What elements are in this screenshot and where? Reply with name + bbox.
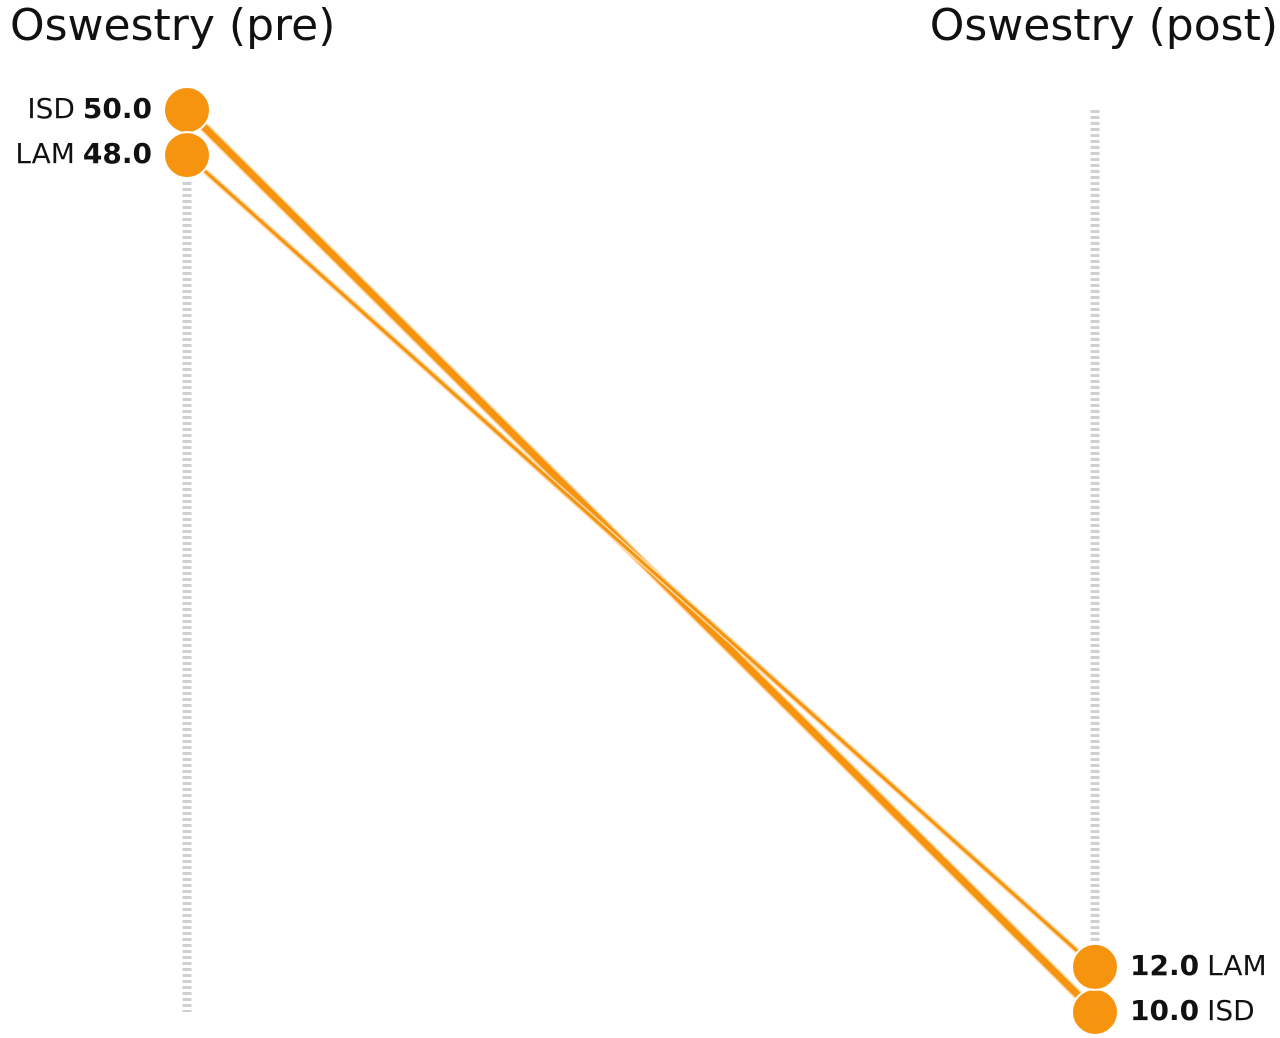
series-name: LAM xyxy=(1207,949,1267,982)
point-label: ISD 50.0 xyxy=(27,92,152,125)
value-label: 10.0 xyxy=(1130,994,1199,1027)
point-label: 12.0 LAM xyxy=(1130,949,1267,982)
value-label: 50.0 xyxy=(83,92,152,125)
series-line xyxy=(186,153,1096,969)
axis-title: Oswestry (post) xyxy=(930,0,1278,51)
series-name: ISD xyxy=(27,92,75,125)
value-label: 12.0 xyxy=(1130,949,1199,982)
point-label: LAM 48.0 xyxy=(15,137,152,170)
series-name: ISD xyxy=(1207,994,1255,1027)
point xyxy=(1071,988,1119,1036)
axis-title: Oswestry (pre) xyxy=(10,0,335,51)
point xyxy=(163,86,211,134)
point xyxy=(1071,942,1119,991)
point-label: 10.0 ISD xyxy=(1130,994,1255,1027)
point xyxy=(163,131,211,180)
value-label: 48.0 xyxy=(83,137,152,170)
series-name: LAM xyxy=(15,137,75,170)
